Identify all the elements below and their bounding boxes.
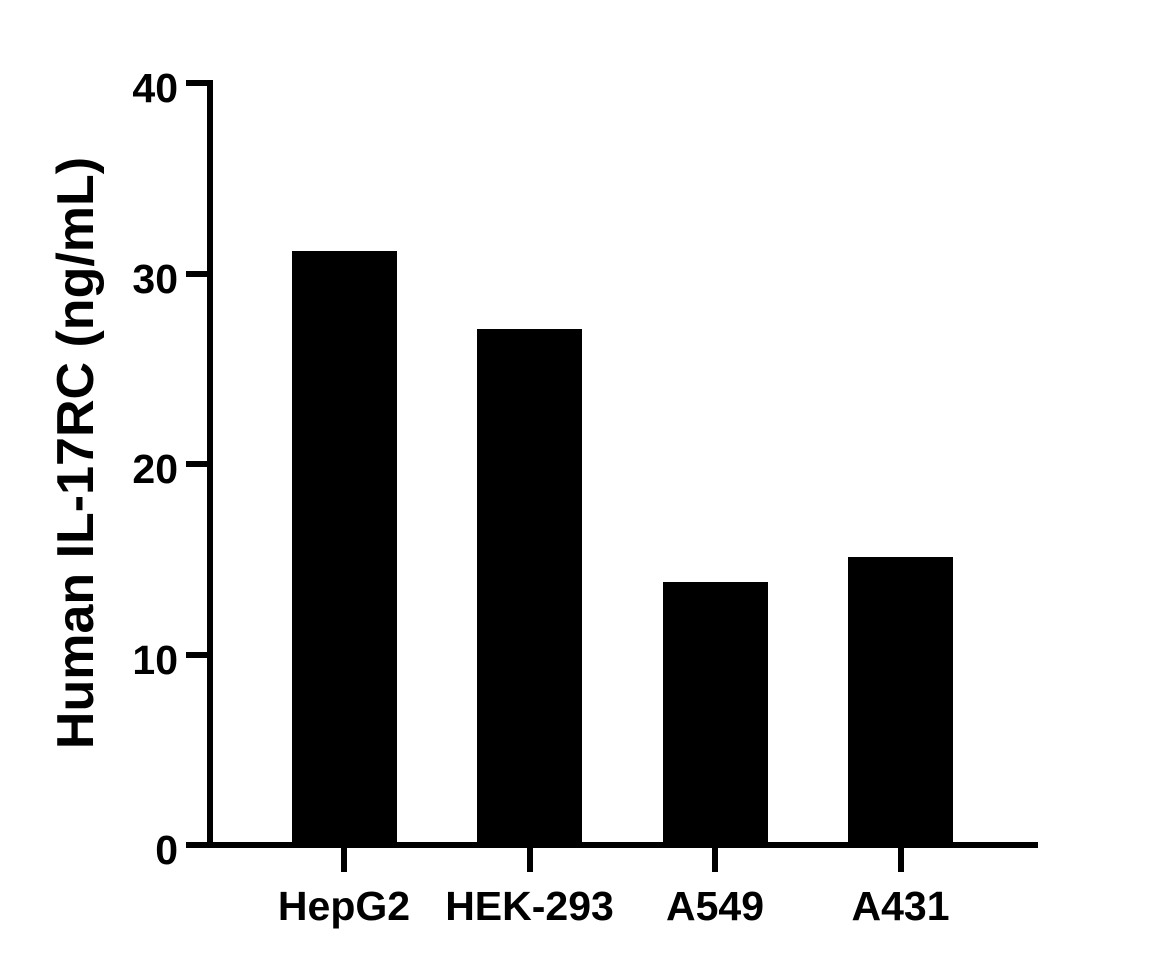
y-tick-10 (186, 651, 213, 658)
x-axis-line (207, 842, 1038, 848)
bar-hepg2 (291, 250, 397, 845)
x-tick-a431 (897, 848, 904, 872)
x-tick-label-a431: A431 (851, 883, 950, 929)
y-tick-label-20: 20 (132, 446, 178, 492)
y-tick-label-0: 0 (155, 827, 178, 873)
bar-hek-293 (477, 328, 582, 845)
x-tick-label-hepg2: HepG2 (277, 883, 411, 929)
x-tick-label-hek-293: HEK-293 (445, 883, 614, 929)
x-tick-hek-293 (526, 848, 533, 872)
y-tick-label-10: 10 (132, 636, 178, 683)
y-tick-0 (186, 842, 213, 848)
y-tick-label-30: 30 (132, 255, 178, 302)
bar-a431 (848, 557, 953, 845)
x-tick-hepg2 (341, 848, 347, 872)
x-tick-label-a549: A549 (665, 883, 764, 929)
y-tick-20 (186, 461, 213, 467)
bar-a549 (662, 582, 768, 845)
x-tick-a549 (712, 848, 718, 872)
y-tick-40 (186, 80, 213, 86)
y-tick-30 (186, 270, 213, 277)
y-tick-label-40: 40 (132, 65, 178, 111)
